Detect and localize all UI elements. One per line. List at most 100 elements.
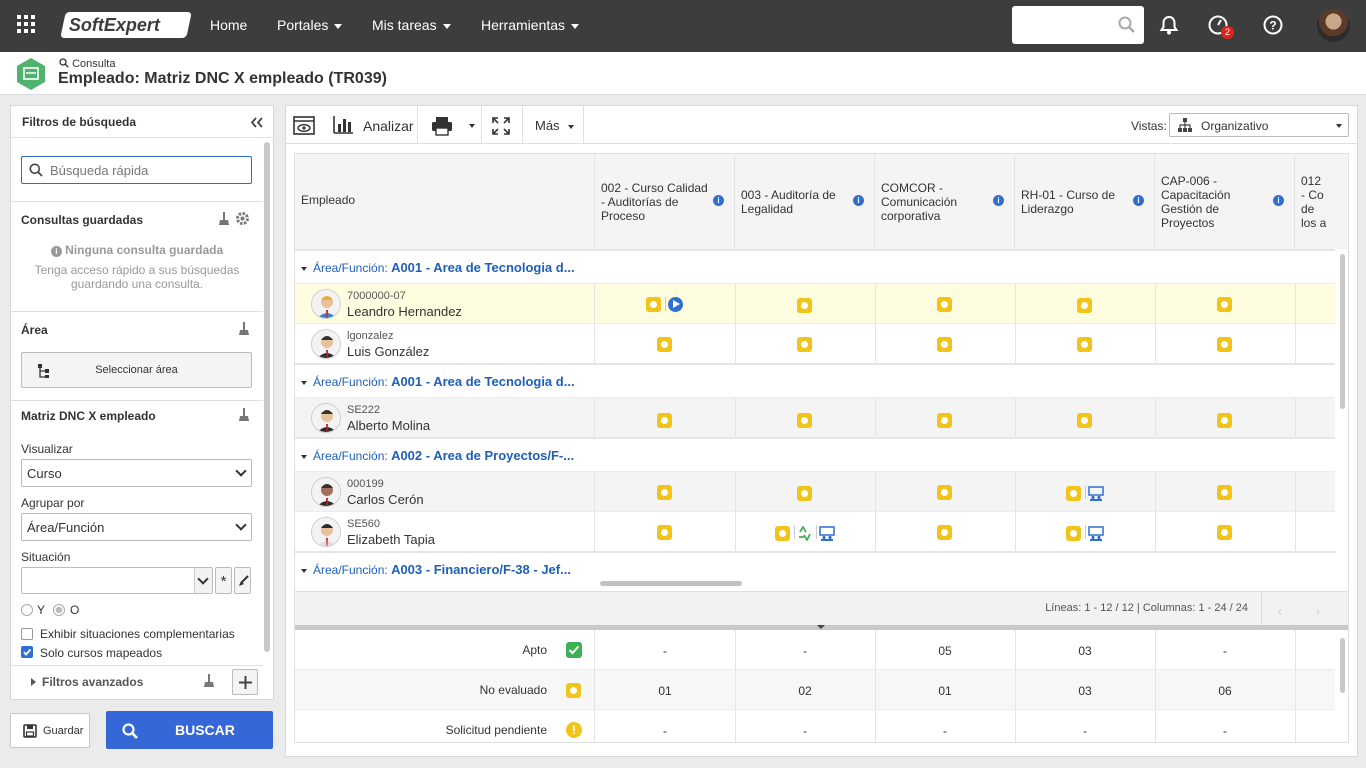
table-row[interactable]: 000199 Carlos Cerón xyxy=(295,471,1335,512)
broom-icon[interactable] xyxy=(203,674,215,688)
search-button[interactable]: BUSCAR xyxy=(106,711,273,749)
chevron-down-icon[interactable] xyxy=(301,380,307,385)
group-row[interactable]: Área/Función: A003 - Financiero/F-38 - J… xyxy=(295,551,1335,585)
radio-o[interactable] xyxy=(53,604,65,616)
status-yellow-icon[interactable] xyxy=(657,485,672,500)
select-area-button[interactable]: Seleccionar área xyxy=(21,352,252,388)
status-yellow-icon[interactable] xyxy=(1066,526,1081,541)
employee-cell[interactable]: 000199 Carlos Cerón xyxy=(295,472,595,512)
softexpert-logo[interactable]: SoftExpert xyxy=(60,12,192,38)
status-yellow-icon[interactable] xyxy=(1077,337,1092,352)
group-row[interactable]: Área/Función: A001 - Area de Tecnologia … xyxy=(295,249,1335,283)
status-yellow-icon[interactable] xyxy=(657,413,672,428)
collapse-double-chevron-icon[interactable] xyxy=(250,117,263,128)
situacion-select[interactable] xyxy=(21,567,213,594)
status-yellow-icon[interactable] xyxy=(797,337,812,352)
agrupar-select[interactable]: Área/Función xyxy=(21,513,252,541)
view-eye-icon[interactable] xyxy=(293,116,315,135)
filters-scrollbar[interactable] xyxy=(264,142,270,652)
table-row[interactable]: lgonzalez Luis González xyxy=(295,323,1335,364)
group-row[interactable]: Área/Función: A002 - Area de Proyectos/F… xyxy=(295,437,1335,471)
panel-splitter[interactable] xyxy=(295,625,1348,630)
global-search-input[interactable] xyxy=(1012,6,1144,44)
bell-icon[interactable] xyxy=(1158,14,1180,36)
course-column-header[interactable]: 003 - Auditoría de Legalidad i xyxy=(735,154,875,249)
chevron-down-icon[interactable] xyxy=(301,568,307,573)
status-yellow-icon[interactable] xyxy=(937,413,952,428)
presentation-icon[interactable] xyxy=(819,526,835,541)
employee-cell[interactable]: lgonzalez Luis González xyxy=(295,324,595,364)
group-row[interactable]: Área/Función: A001 - Area de Tecnologia … xyxy=(295,363,1335,397)
course-column-header[interactable]: 012 - Co de los a xyxy=(1295,154,1348,249)
play-icon[interactable] xyxy=(668,297,683,312)
chevron-down-icon[interactable] xyxy=(301,454,307,459)
advanced-filters-toggle[interactable]: Filtros avanzados xyxy=(31,675,143,689)
more-menu-button[interactable]: Más xyxy=(535,118,574,133)
status-yellow-icon[interactable] xyxy=(797,486,812,501)
gear-icon[interactable] xyxy=(235,211,250,226)
clear-brush-button[interactable] xyxy=(234,567,251,594)
info-icon[interactable]: i xyxy=(1273,195,1284,206)
horizontal-scrollbar[interactable] xyxy=(600,581,742,586)
add-filter-button[interactable] xyxy=(232,669,258,695)
gauge-icon[interactable] xyxy=(1207,14,1229,36)
status-yellow-icon[interactable] xyxy=(1217,525,1232,540)
status-yellow-icon[interactable] xyxy=(797,413,812,428)
next-page-icon[interactable]: › xyxy=(1316,604,1320,618)
status-yellow-icon[interactable] xyxy=(1217,485,1232,500)
nav-portales[interactable]: Portales xyxy=(277,17,343,33)
help-icon[interactable]: ? xyxy=(1262,14,1284,36)
chevron-down-icon[interactable] xyxy=(194,568,212,593)
course-column-header[interactable]: CAP-006 - Capacitación Gestión de Proyec… xyxy=(1155,154,1295,249)
nav-mis-tareas[interactable]: Mis tareas xyxy=(372,17,451,33)
employee-cell[interactable]: SE560 Elizabeth Tapia xyxy=(295,512,595,552)
status-yellow-icon[interactable] xyxy=(1217,413,1232,428)
status-yellow-icon[interactable] xyxy=(1217,297,1232,312)
status-yellow-icon[interactable] xyxy=(937,337,952,352)
recycle-icon[interactable] xyxy=(797,525,813,542)
quick-search-input[interactable]: Búsqueda rápida xyxy=(21,156,252,184)
status-yellow-icon[interactable] xyxy=(1077,413,1092,428)
status-yellow-icon[interactable] xyxy=(657,337,672,352)
status-yellow-icon[interactable] xyxy=(1066,486,1081,501)
status-yellow-icon[interactable] xyxy=(937,297,952,312)
status-yellow-icon[interactable] xyxy=(1077,298,1092,313)
complementarias-checkbox[interactable] xyxy=(21,628,33,640)
grid-vertical-scrollbar[interactable] xyxy=(1340,254,1345,409)
asterisk-button[interactable]: * xyxy=(215,567,232,594)
status-yellow-icon[interactable] xyxy=(1217,337,1232,352)
info-icon[interactable]: i xyxy=(853,195,864,206)
table-row[interactable]: SE222 Alberto Molina xyxy=(295,397,1335,438)
user-avatar[interactable] xyxy=(1317,9,1350,42)
broom-icon[interactable] xyxy=(238,322,250,336)
status-yellow-icon[interactable] xyxy=(937,525,952,540)
radio-y[interactable] xyxy=(21,604,33,616)
status-yellow-icon[interactable] xyxy=(775,526,790,541)
employee-cell[interactable]: 7000000-07 Leandro Hernandez xyxy=(295,284,595,324)
fullscreen-icon[interactable] xyxy=(492,117,510,135)
analyze-button[interactable]: Analizar xyxy=(363,118,414,134)
breadcrumb[interactable]: Consulta xyxy=(59,58,115,70)
mapeados-checkbox[interactable] xyxy=(21,646,33,658)
views-select[interactable]: Organizativo xyxy=(1169,113,1349,137)
presentation-icon[interactable] xyxy=(1088,526,1104,541)
info-icon[interactable]: i xyxy=(1133,195,1144,206)
course-column-header[interactable]: COMCOR - Comunicación corporativa i xyxy=(875,154,1015,249)
printer-icon[interactable] xyxy=(431,116,453,136)
status-yellow-icon[interactable] xyxy=(937,485,952,500)
status-yellow-icon[interactable] xyxy=(797,298,812,313)
search-icon[interactable] xyxy=(1118,16,1136,34)
info-icon[interactable]: i xyxy=(993,195,1004,206)
employee-column-header[interactable]: Empleado xyxy=(295,154,595,249)
nav-home[interactable]: Home xyxy=(210,17,248,33)
prev-page-icon[interactable]: ‹ xyxy=(1278,604,1282,618)
apps-grid-icon[interactable] xyxy=(17,15,35,33)
status-yellow-icon[interactable] xyxy=(646,297,661,312)
status-yellow-icon[interactable] xyxy=(657,525,672,540)
summary-scrollbar[interactable] xyxy=(1340,638,1345,693)
chevron-down-icon[interactable] xyxy=(301,266,307,271)
print-dropdown-caret[interactable] xyxy=(469,124,475,128)
nav-herramientas[interactable]: Herramientas xyxy=(481,17,580,33)
table-row[interactable]: 7000000-07 Leandro Hernandez xyxy=(295,283,1335,324)
table-row[interactable]: SE560 Elizabeth Tapia xyxy=(295,511,1335,552)
